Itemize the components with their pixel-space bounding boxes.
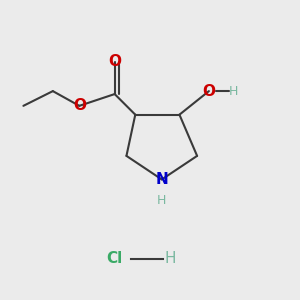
Text: H: H — [165, 251, 176, 266]
Text: O: O — [108, 54, 121, 69]
Text: H: H — [157, 194, 167, 207]
Text: O: O — [73, 98, 86, 113]
Text: O: O — [202, 84, 215, 99]
Text: N: N — [155, 172, 168, 187]
Text: Cl: Cl — [106, 251, 123, 266]
Text: H: H — [229, 85, 239, 98]
